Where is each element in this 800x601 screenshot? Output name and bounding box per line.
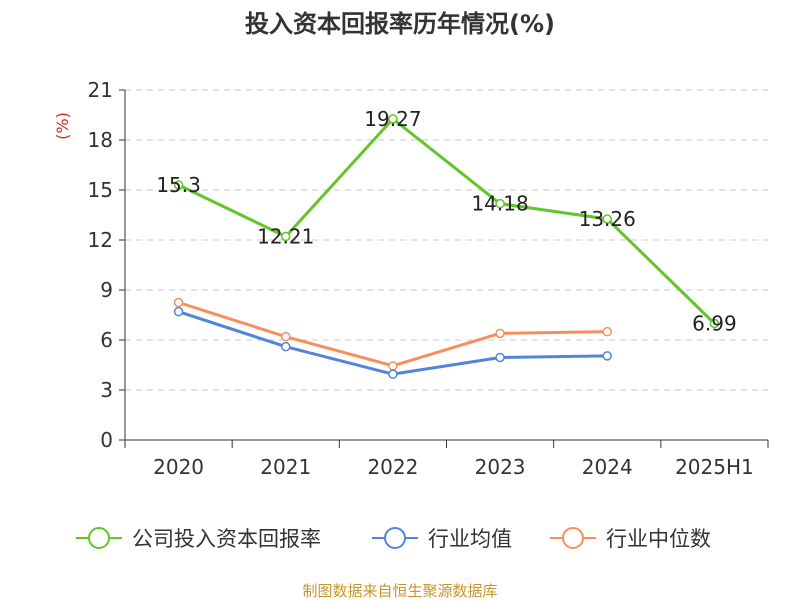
data-point[interactable] [173,180,184,190]
data-point[interactable] [281,231,291,242]
data-point[interactable] [602,326,612,337]
grid-lines [125,89,768,391]
legend-label: 行业中位数 [606,527,711,551]
x-tick-label: 2025H1 [675,455,754,479]
legend-marker [384,527,406,549]
source-note: 制图数据来自恒生聚源数据库 [302,582,498,600]
data-label: 6.99 [692,312,737,336]
legend-marker [88,527,110,549]
data-label: 14.18 [471,192,528,216]
x-tick-label: 2021 [260,455,311,479]
x-tick-label: 2023 [475,455,526,479]
data-point[interactable] [388,369,398,379]
data-label: 13.26 [579,207,636,231]
data-point[interactable] [388,361,398,371]
data-point[interactable] [281,331,291,342]
data-point[interactable] [173,306,184,317]
series-line [177,117,716,325]
chart-title: 投入资本回报率历年情况(%) [245,10,555,38]
y-tick-label: 18 [88,128,113,152]
data-point[interactable] [709,318,720,329]
y-tick-label: 9 [100,278,113,302]
data-label: 19.27 [364,107,421,131]
y-tick-label: 21 [88,78,113,102]
data-point[interactable] [281,341,291,352]
data-point[interactable] [388,114,398,124]
x-tick-label: 2020 [153,455,204,479]
legend-label: 公司投入资本回报率 [132,527,321,551]
legend-label: 行业均值 [428,527,512,551]
data-labels: 15.3 12.21 19.27 14.18 13.26 6.99 [156,107,736,336]
axes: 0 3 6 9 12 15 18 21 2020 2021 2022 2023 2024 2025H1 [88,78,769,479]
x-tick-label: 2024 [582,455,633,479]
series-lines [173,114,720,379]
data-point[interactable] [495,352,505,363]
legend-item[interactable]: 公司投入资本回报率 [76,527,321,551]
data-point[interactable] [173,297,184,308]
y-tick-label: 3 [100,378,113,402]
y-tick-label: 15 [88,178,113,202]
legend[interactable]: 公司投入资本回报率 行业均值 行业中位数 [76,527,711,551]
data-point[interactable] [495,198,505,209]
y-tick-label: 6 [100,328,113,352]
data-point[interactable] [602,214,612,224]
data-label: 15.3 [156,173,201,197]
legend-marker [562,527,584,549]
y-axis-label: (%) [53,112,72,140]
legend-item[interactable]: 行业中位数 [550,527,711,551]
data-label: 12.21 [257,225,314,249]
data-point[interactable] [602,351,612,361]
y-tick-label: 12 [88,228,113,252]
legend-item[interactable]: 行业均值 [372,527,512,551]
y-tick-label: 0 [100,428,113,452]
data-point[interactable] [495,328,505,339]
x-tick-label: 2022 [367,455,418,479]
